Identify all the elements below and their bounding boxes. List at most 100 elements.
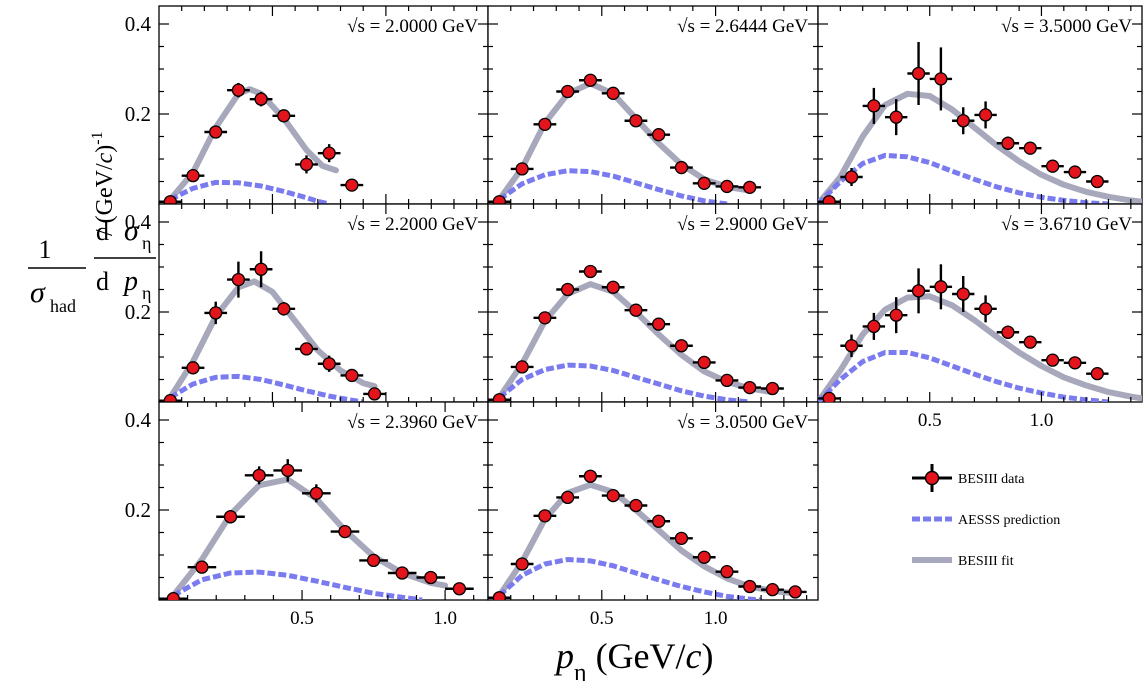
y-label-p: p bbox=[122, 266, 138, 297]
data-point bbox=[907, 268, 930, 314]
data-point bbox=[510, 162, 534, 176]
data-point bbox=[692, 176, 716, 190]
y-label-one: 1 bbox=[39, 235, 52, 264]
data-point bbox=[692, 550, 716, 564]
data-point bbox=[783, 585, 807, 599]
data-point-marker bbox=[492, 195, 507, 204]
data-point bbox=[273, 459, 303, 482]
data-point bbox=[929, 264, 953, 310]
x-tick-label: 0.5 bbox=[590, 608, 614, 629]
panel-frame bbox=[487, 401, 819, 601]
data-point-marker bbox=[652, 317, 666, 331]
legend-data-marker bbox=[924, 470, 940, 486]
energy-label: √s = 2.0000 GeV bbox=[347, 16, 478, 37]
data-point-marker bbox=[1045, 353, 1060, 367]
data-point bbox=[974, 295, 997, 323]
data-point bbox=[761, 381, 784, 396]
data-point bbox=[272, 109, 296, 123]
data-point bbox=[1019, 141, 1042, 155]
data-point bbox=[510, 360, 534, 374]
data-point bbox=[249, 251, 273, 288]
data-point bbox=[862, 312, 886, 340]
data-point-marker bbox=[652, 514, 666, 528]
data-point bbox=[363, 387, 386, 401]
data-point bbox=[715, 179, 739, 194]
panel-plot-area bbox=[818, 42, 1142, 204]
y-label-eta-top: η bbox=[142, 233, 151, 253]
data-point bbox=[818, 195, 841, 204]
panel-2: √s = 2.6444 GeV bbox=[487, 5, 819, 205]
panel-3: √s = 3.5000 GeV bbox=[817, 5, 1143, 205]
y-axis-label: 1 σ had d σ η d p η / (GeV/c)-1 bbox=[28, 131, 156, 316]
data-point bbox=[738, 579, 762, 594]
data-point-marker bbox=[743, 380, 757, 395]
data-point-marker bbox=[844, 170, 859, 184]
data-point bbox=[1041, 159, 1064, 173]
data-point bbox=[715, 373, 739, 388]
data-point bbox=[302, 484, 331, 503]
data-point bbox=[181, 168, 205, 183]
data-point bbox=[1086, 174, 1109, 189]
energy-label: √s = 2.6444 GeV bbox=[677, 16, 808, 37]
data-point-marker bbox=[538, 311, 552, 325]
y-label-d-top: d bbox=[96, 217, 109, 246]
x-tick-label: 0.5 bbox=[918, 410, 942, 431]
panel-frame bbox=[487, 5, 819, 205]
y-label-unit: / (GeV/ bbox=[92, 163, 118, 236]
data-point bbox=[488, 591, 511, 600]
data-point-marker bbox=[561, 490, 575, 505]
data-point bbox=[216, 510, 245, 524]
data-point bbox=[387, 566, 417, 580]
x-label-p: p bbox=[553, 636, 574, 676]
panel-6: √s = 3.6710 GeV 0.5 1.0 bbox=[817, 203, 1143, 431]
data-point-marker bbox=[1023, 335, 1037, 349]
data-point-marker bbox=[231, 272, 246, 287]
prediction-curve bbox=[497, 556, 762, 600]
y-tick-label: 0.2 bbox=[125, 300, 151, 324]
panel-plot-area bbox=[488, 73, 762, 204]
data-point bbox=[249, 91, 273, 107]
data-point bbox=[317, 355, 341, 372]
data-point bbox=[907, 42, 930, 105]
data-point-marker bbox=[254, 262, 268, 276]
energy-label: √s = 3.6710 GeV bbox=[1001, 214, 1132, 235]
data-point-marker bbox=[674, 160, 689, 175]
prediction-curve bbox=[169, 179, 330, 204]
data-point bbox=[159, 592, 188, 600]
legend-label-data: BESIII data bbox=[958, 472, 1025, 487]
y-label-exp: -1 bbox=[89, 131, 106, 144]
data-point-marker bbox=[867, 319, 881, 334]
panel-plot-area bbox=[488, 469, 807, 600]
data-point bbox=[556, 490, 580, 505]
data-point-marker bbox=[956, 114, 970, 128]
data-point-marker bbox=[978, 108, 993, 122]
y-label-had: had bbox=[50, 296, 76, 316]
data-point bbox=[317, 144, 341, 163]
data-point bbox=[579, 264, 602, 279]
x-tick-label: 1.0 bbox=[433, 608, 457, 629]
legend-item-data: BESIII data bbox=[912, 464, 1025, 492]
data-point bbox=[624, 303, 648, 317]
data-point-marker bbox=[299, 157, 314, 172]
svg-text:pη (GeV/c): pη (GeV/c) bbox=[553, 636, 714, 681]
data-point-marker bbox=[720, 565, 734, 579]
data-point bbox=[181, 361, 205, 375]
prediction-curve bbox=[818, 350, 1109, 402]
data-point-marker bbox=[345, 368, 359, 383]
data-point-marker bbox=[166, 592, 180, 600]
data-point-marker bbox=[281, 463, 295, 478]
y-label-sigma-top: σ bbox=[124, 214, 140, 247]
legend-label-fit: BESIII fit bbox=[958, 554, 1014, 569]
energy-label: √s = 2.3960 GeV bbox=[347, 412, 478, 433]
data-point bbox=[204, 125, 228, 139]
x-tick-label: 0.5 bbox=[290, 608, 314, 629]
data-point-marker bbox=[322, 146, 336, 160]
data-point-marker bbox=[629, 498, 643, 513]
data-point-marker bbox=[299, 342, 314, 356]
data-point bbox=[885, 99, 908, 136]
prediction-curve bbox=[497, 362, 750, 402]
data-point bbox=[579, 469, 602, 483]
x-axis-label: pη (GeV/c) bbox=[553, 636, 714, 681]
data-point-marker bbox=[1023, 141, 1037, 155]
